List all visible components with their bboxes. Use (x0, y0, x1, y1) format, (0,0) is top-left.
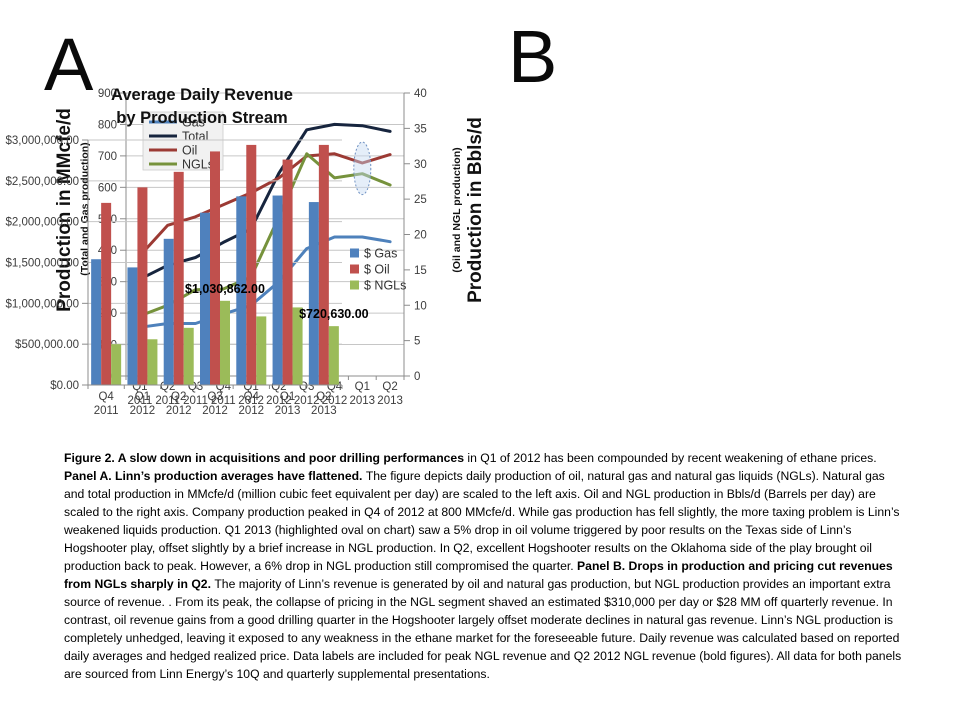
right-axis-tick-label: 40 (414, 88, 427, 100)
bar-ngls-q2-2012 (183, 327, 194, 385)
legend-label-gas: Gas (182, 116, 205, 130)
right-axis-tick-label: 5 (414, 336, 420, 348)
bar-gas-q2-2013 (308, 202, 319, 385)
legend-swatch-gas (350, 248, 359, 258)
x-axis-label-quarter: Q2 (316, 391, 331, 403)
x-axis-label-quarter: Q2 (382, 381, 397, 393)
left-axis-tick-label: 900 (98, 88, 117, 100)
y-axis-tick-label: $1,000,000.00 (5, 298, 79, 310)
y-axis-tick-label: $0.00 (50, 380, 79, 392)
chart-b-title-line1: Average Daily Revenue (111, 86, 293, 104)
bar-gas-q4-2011 (91, 259, 102, 385)
bar-gas-q3-2012 (200, 212, 210, 385)
right-axis-tick-label: 20 (414, 230, 427, 242)
x-axis-label-year: 2012 (238, 395, 264, 407)
figure-caption: Figure 2. A slow down in acquisitions an… (64, 449, 902, 683)
right-axis-tick-label: 30 (414, 159, 427, 171)
panel-b-letter: B (508, 15, 558, 98)
legend-swatch-ngls (350, 280, 359, 290)
caption-segment: in Q1 of 2012 has been compounded by rec… (467, 451, 877, 465)
right-axis-tick-label: 10 (414, 300, 427, 312)
right-axis-tick-label: 25 (414, 194, 427, 206)
legend-label-oil: $ Oil (364, 263, 390, 277)
legend-swatch-oil (350, 264, 359, 274)
bar-gas-q1-2012 (127, 267, 138, 385)
caption-segment: Panel B. Drops in production and pricing… (64, 559, 893, 591)
legend-label-ngls: $ NGLs (364, 279, 406, 293)
right-axis-title: Production in Bbls/d (465, 117, 486, 303)
x-axis-label-year: 2012 (266, 395, 292, 407)
x-axis-label-quarter: Q4 (244, 391, 260, 403)
bar-oil-q4-2011 (101, 202, 112, 385)
right-axis-tick-label: 15 (414, 265, 427, 277)
x-axis-label-year: 2012 (202, 405, 228, 417)
right-axis-tick-label: 0 (414, 371, 420, 383)
bar-oil-q1-2013 (282, 159, 293, 385)
bar-ngls-q4-2012 (256, 316, 267, 385)
x-axis-label-year: 2011 (94, 405, 119, 417)
left-axis-title: Production in MMcfe/d (54, 108, 75, 312)
y-axis-tick-label: $500,000.00 (15, 339, 79, 351)
x-axis-label-year: 2011 (183, 395, 208, 407)
highlight-oval (353, 141, 372, 196)
x-axis-label-year: 2012 (130, 405, 156, 417)
x-axis-label-year: 2011 (128, 395, 153, 407)
data-label: $720,630.00 (299, 307, 369, 321)
y-axis-tick-label: $1,500,000.00 (5, 258, 79, 270)
bar-ngls-q1-2012 (147, 339, 158, 385)
x-axis-label-year: 2012 (166, 405, 192, 417)
x-axis-label-quarter: Q1 (135, 391, 150, 403)
x-axis-label-year: 2012 (238, 405, 264, 417)
right-axis-subtitle: (Oil and NGL production) (451, 147, 463, 272)
caption-segment: Figure 2. A slow down in acquisitions an… (64, 451, 468, 465)
caption-segment: Panel A. Linn’s production averages have… (64, 469, 366, 483)
left-axis-tick-label: 600 (98, 182, 117, 194)
x-axis-label-year: 2011 (155, 395, 180, 407)
x-axis-label-year: 2013 (275, 405, 301, 417)
bar-oil-q2-2013 (318, 144, 329, 385)
chart-b-title-line2: by Production Stream (116, 109, 287, 127)
bar-oil-q4-2012 (246, 144, 257, 385)
bar-oil-q3-2012 (210, 151, 220, 385)
bar-gas-q1-2013 (272, 195, 283, 385)
legend-label-gas: $ Gas (364, 247, 397, 261)
x-axis-label-year: 2012 (294, 395, 320, 407)
x-axis-label-year: 2012 (322, 395, 348, 407)
left-axis-tick-label: 700 (98, 151, 117, 163)
x-axis-label-year: 2011 (211, 395, 236, 407)
caption-segment: The figure depicts daily production of o… (64, 469, 900, 573)
x-axis-label-quarter: Q2 (171, 391, 186, 403)
bar-ngls-q3-2012 (220, 300, 230, 385)
caption-segment: The majority of Linn’s revenue is genera… (64, 577, 902, 681)
x-axis-label-quarter: Q3 (207, 391, 222, 403)
chart-b-legend: $ Gas $ Oil $ NGLs (350, 247, 406, 293)
bar-ngls-q2-2013 (328, 326, 339, 385)
legend-label-ngls: NGLs (182, 158, 214, 172)
bar-gas-q4-2012 (236, 196, 247, 385)
x-axis-label-quarter: Q1 (355, 381, 370, 393)
left-axis-tick-label: 800 (98, 119, 117, 131)
x-axis-label-year: 2013 (377, 395, 403, 407)
x-axis-label-quarter: Q4 (98, 391, 114, 403)
bar-ngls-q4-2011 (111, 344, 122, 385)
y-axis-tick-label: $2,500,000.00 (5, 176, 79, 188)
panel-a-letter: A (44, 23, 94, 106)
x-axis-label-quarter: Q1 (280, 391, 295, 403)
revenue-bar-chart: Average Daily Revenue by Production Stre… (5, 86, 406, 417)
right-axis-tick-label: 35 (414, 123, 427, 135)
bar-ngls-q1-2013 (292, 307, 303, 385)
legend-label-oil: Oil (182, 144, 197, 158)
y-axis-tick-label: $2,000,000.00 (5, 217, 79, 229)
x-axis-label-year: 2013 (311, 405, 337, 417)
x-axis-label-year: 2013 (350, 395, 376, 407)
bar-gas-q2-2012 (163, 238, 174, 385)
bar-oil-q2-2012 (173, 171, 184, 385)
y-axis-tick-label: $3,000,000.00 (5, 135, 79, 147)
data-label: $1,030,862.00 (185, 282, 265, 296)
bar-oil-q1-2012 (137, 187, 148, 385)
